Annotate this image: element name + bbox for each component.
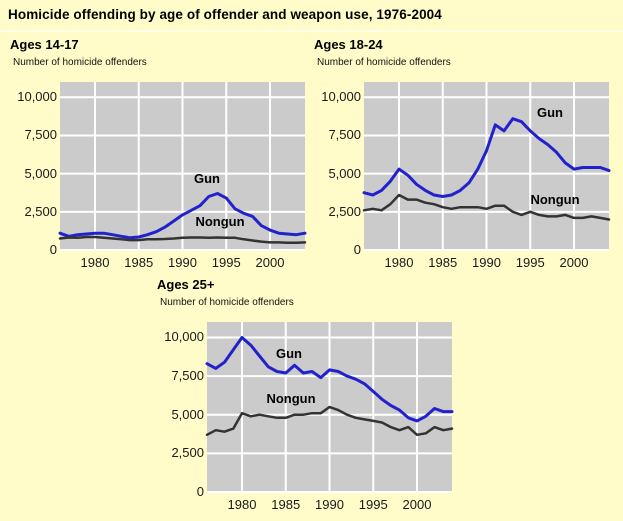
y-tick-label: 5,000 — [171, 406, 204, 422]
x-tick-label: 2000 — [559, 255, 589, 270]
nongun-series-label: Nongun — [195, 214, 244, 229]
y-axis-title: Number of homicide offenders — [160, 297, 294, 308]
y-tick-label: 5,000 — [24, 165, 57, 181]
chart-title-ages-14-17: Ages 14-17 — [10, 37, 79, 52]
x-tick-label: 1990 — [472, 255, 501, 270]
y-tick-label: 7,500 — [171, 368, 204, 384]
plot-area: Gun Nongun — [362, 82, 611, 251]
y-tick-label: 5,000 — [328, 165, 361, 181]
gun-series-label: Gun — [276, 346, 302, 361]
y-tick-label: 10,000 — [17, 89, 57, 105]
y-tick-label: 10,000 — [321, 89, 361, 105]
nongun-line — [205, 405, 454, 437]
y-tick-label: 7,500 — [328, 127, 361, 143]
nongun-series-label: Nongun — [530, 192, 579, 207]
nongun-series-label: Nongun — [266, 391, 315, 406]
y-tick-label: 2,500 — [328, 203, 361, 219]
x-tick-label: 1990 — [315, 497, 344, 512]
title-separator — [0, 30, 623, 32]
x-axis-tick-labels: 1980 1985 1990 1995 2000 — [304, 36, 623, 274]
y-axis-title: Number of homicide offenders — [13, 57, 147, 68]
chart-ages-18-24: Ages 18-24 Number of homicide offenders … — [304, 36, 623, 274]
x-tick-label: 1980 — [384, 255, 414, 270]
chart-title-ages-25-plus: Ages 25+ — [157, 277, 215, 292]
x-tick-label: 1995 — [515, 255, 545, 270]
x-tick-label: 1985 — [124, 255, 154, 270]
x-axis-tick-labels: 1980 1985 1990 1995 2000 — [147, 276, 466, 520]
y-axis-tick-labels: 0 2,500 5,000 7,500 10,000 — [304, 36, 361, 274]
y-tick-label: 10,000 — [164, 329, 204, 345]
x-tick-label: 2000 — [255, 255, 285, 270]
gun-line — [362, 117, 611, 198]
page-title: Homicide offending by age of offender an… — [8, 7, 442, 22]
x-tick-label: 1995 — [358, 497, 388, 512]
nongun-line — [58, 235, 307, 245]
x-axis-tick-labels: 1980 1985 1990 1995 2000 — [0, 36, 304, 274]
x-tick-label: 1990 — [168, 255, 197, 270]
gun-series-label: Gun — [194, 171, 220, 186]
chart-title-ages-18-24: Ages 18-24 — [314, 37, 383, 52]
y-tick-label: 7,500 — [24, 127, 57, 143]
x-tick-label: 1985 — [271, 497, 301, 512]
y-tick-label: 0 — [49, 242, 57, 257]
nongun-line — [362, 193, 611, 221]
y-axis-tick-labels: 0 2,500 5,000 7,500 10,000 — [0, 36, 57, 274]
gun-line — [205, 336, 454, 423]
x-tick-label: 1980 — [80, 255, 110, 270]
plot-area: Gun Nongun — [205, 322, 454, 493]
chart-ages-14-17: Ages 14-17 Number of homicide offenders … — [0, 36, 307, 274]
plot-area: Gun Nongun — [58, 82, 307, 251]
x-tick-label: 2000 — [402, 497, 432, 512]
y-tick-label: 2,500 — [171, 445, 204, 461]
x-tick-label: 1980 — [227, 497, 257, 512]
y-axis-title: Number of homicide offenders — [317, 57, 451, 68]
y-tick-label: 0 — [196, 484, 204, 499]
x-tick-label: 1995 — [211, 255, 241, 270]
y-axis-tick-labels: 0 2,500 5,000 7,500 10,000 — [147, 276, 204, 520]
chart-ages-25-plus: Ages 25+ Number of homicide offenders 0 2… — [147, 276, 466, 520]
x-tick-label: 1985 — [428, 255, 458, 270]
gun-series-label: Gun — [537, 105, 563, 120]
y-tick-label: 0 — [353, 242, 361, 257]
y-tick-label: 2,500 — [24, 203, 57, 219]
gun-line — [58, 192, 307, 240]
